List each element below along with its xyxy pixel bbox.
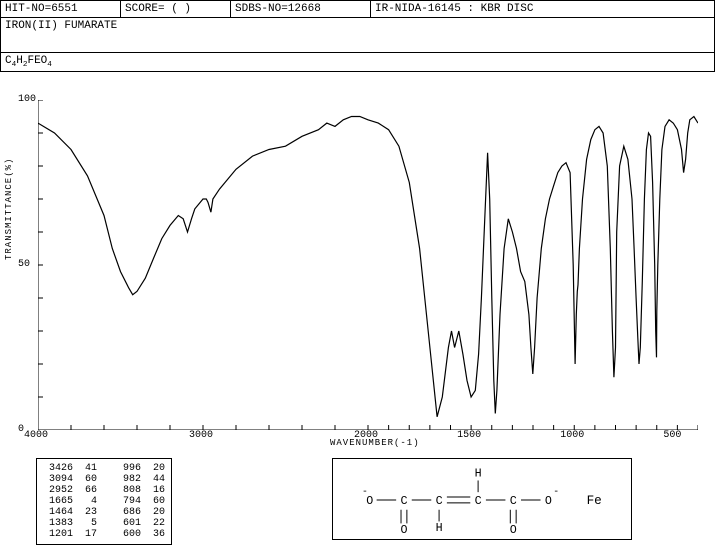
x-tick-label: 2000 xyxy=(354,430,378,441)
formula: C4H2FEO4 xyxy=(1,53,714,71)
structure-diagram: O-COCHCHCOO-Fe xyxy=(332,458,632,540)
peak-row: 1464 23 xyxy=(43,507,97,518)
peak-row: 982 44 xyxy=(111,474,165,485)
compound-name: IRON(II) FUMARATE xyxy=(1,18,714,52)
svg-text:H: H xyxy=(436,521,443,535)
svg-text:O: O xyxy=(545,494,552,508)
peak-transmittance: 16 xyxy=(147,485,165,496)
ir-id: IR-NIDA-16145 : KBR DISC xyxy=(371,1,714,17)
svg-text:O: O xyxy=(510,523,517,537)
structure-svg: O-COCHCHCOO-Fe xyxy=(333,459,631,539)
peak-transmittance: 41 xyxy=(79,463,97,474)
peak-row: 686 20 xyxy=(111,507,165,518)
ir-spectrum-chart xyxy=(38,100,698,430)
y-tick-label: 50 xyxy=(18,259,30,270)
y-tick-label: 0 xyxy=(18,424,24,435)
peak-column: 3426 41 3094 60 2952 66 1665 4 1464 23 1383 5 1201 17 xyxy=(43,463,97,540)
peak-wavenumber: 794 xyxy=(111,496,141,507)
peak-table: 3426 41 3094 60 2952 66 1665 4 1464 23 1383 5 1201 17… xyxy=(36,458,172,545)
y-tick-label: 100 xyxy=(18,94,36,105)
peak-row: 1665 4 xyxy=(43,496,97,507)
header-row-1: HIT-NO=6551 SCORE= ( ) SDBS-NO=12668 IR-… xyxy=(1,1,714,18)
svg-text:Fe: Fe xyxy=(587,493,602,508)
peak-row: 996 20 xyxy=(111,463,165,474)
peak-row: 3094 60 xyxy=(43,474,97,485)
peak-transmittance: 44 xyxy=(147,474,165,485)
svg-text:-: - xyxy=(362,486,368,497)
peak-transmittance: 60 xyxy=(79,474,97,485)
peak-transmittance: 36 xyxy=(147,529,165,540)
chart-svg xyxy=(38,100,698,430)
header-row-2: IRON(II) FUMARATE xyxy=(1,18,714,53)
peak-row: 601 22 xyxy=(111,518,165,529)
peak-wavenumber: 601 xyxy=(111,518,141,529)
peak-wavenumber: 982 xyxy=(111,474,141,485)
svg-text:O: O xyxy=(400,523,407,537)
peak-row: 3426 41 xyxy=(43,463,97,474)
peak-wavenumber: 1464 xyxy=(43,507,73,518)
peak-row: 1201 17 xyxy=(43,529,97,540)
y-axis-label: TRANSMITTANCE(%) xyxy=(4,158,14,260)
score: SCORE= ( ) xyxy=(121,1,231,17)
bottom-row: 3426 41 3094 60 2952 66 1665 4 1464 23 1383 5 1201 17… xyxy=(36,458,632,545)
peak-transmittance: 22 xyxy=(147,518,165,529)
peak-row: 2952 66 xyxy=(43,485,97,496)
x-tick-label: 1500 xyxy=(457,430,481,441)
peak-transmittance: 20 xyxy=(147,463,165,474)
x-tick-label: 4000 xyxy=(24,430,48,441)
peak-row: 1383 5 xyxy=(43,518,97,529)
peak-transmittance: 23 xyxy=(79,507,97,518)
peak-wavenumber: 686 xyxy=(111,507,141,518)
header-table: HIT-NO=6551 SCORE= ( ) SDBS-NO=12668 IR-… xyxy=(0,0,715,72)
svg-text:C: C xyxy=(400,494,407,508)
peak-wavenumber: 600 xyxy=(111,529,141,540)
peak-wavenumber: 808 xyxy=(111,485,141,496)
svg-text:H: H xyxy=(475,467,482,481)
peak-wavenumber: 1201 xyxy=(43,529,73,540)
peak-column: 996 20 982 44 808 16 794 60 686 20 601 22 600 36 xyxy=(111,463,165,540)
peak-wavenumber: 3094 xyxy=(43,474,73,485)
peak-transmittance: 66 xyxy=(79,485,97,496)
x-tick-label: 1000 xyxy=(560,430,584,441)
peak-wavenumber: 3426 xyxy=(43,463,73,474)
hit-no: HIT-NO=6551 xyxy=(1,1,121,17)
header-row-3: C4H2FEO4 xyxy=(1,53,714,71)
peak-row: 600 36 xyxy=(111,529,165,540)
sdbs-no: SDBS-NO=12668 xyxy=(231,1,371,17)
peak-transmittance: 20 xyxy=(147,507,165,518)
svg-text:-: - xyxy=(553,486,559,497)
peak-transmittance: 4 xyxy=(79,496,97,507)
peak-row: 808 16 xyxy=(111,485,165,496)
peak-row: 794 60 xyxy=(111,496,165,507)
svg-text:C: C xyxy=(475,494,482,508)
x-tick-label: 500 xyxy=(663,430,681,441)
peak-transmittance: 60 xyxy=(147,496,165,507)
peak-transmittance: 17 xyxy=(79,529,97,540)
peak-transmittance: 5 xyxy=(79,518,97,529)
x-tick-label: 3000 xyxy=(189,430,213,441)
svg-text:C: C xyxy=(436,494,443,508)
peak-wavenumber: 2952 xyxy=(43,485,73,496)
peak-wavenumber: 1665 xyxy=(43,496,73,507)
peak-wavenumber: 996 xyxy=(111,463,141,474)
svg-text:C: C xyxy=(510,494,517,508)
peak-wavenumber: 1383 xyxy=(43,518,73,529)
